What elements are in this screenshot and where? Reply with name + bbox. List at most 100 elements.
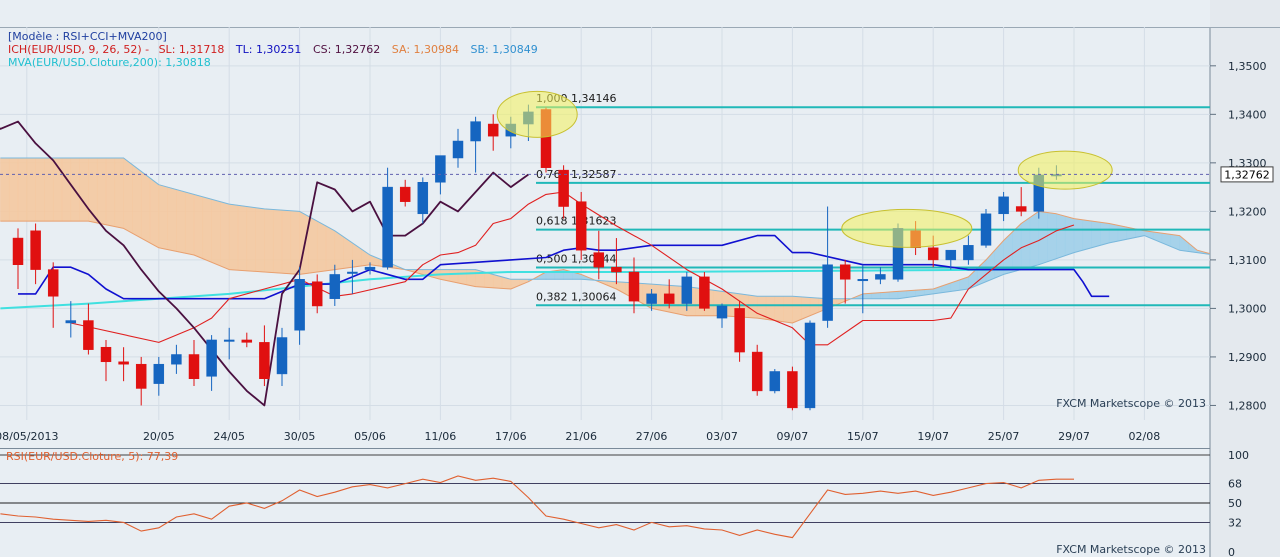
candle xyxy=(628,257,640,314)
rsi-axis-ticks: 100 68 50 32 0 xyxy=(1228,449,1249,557)
candle-body xyxy=(575,201,587,251)
candle-body xyxy=(452,140,464,159)
candle xyxy=(558,165,569,219)
mva-legend: MVA(EUR/USD.Cloture,200): 1,30818 xyxy=(8,56,211,69)
cloud-segment xyxy=(132,164,142,239)
highlight-ellipse xyxy=(841,208,973,248)
candle xyxy=(347,259,358,294)
candle xyxy=(276,327,288,387)
candle xyxy=(945,249,957,270)
ichimoku-name: ICH(EUR/USD, 9, 26, 52) - xyxy=(8,43,149,56)
candle xyxy=(188,339,200,387)
watermark-top: FXCM Marketscope © 2013 xyxy=(1056,397,1206,410)
cloud-segment xyxy=(17,157,28,222)
date-tick-label: 15/07 xyxy=(847,430,879,443)
candle-body xyxy=(998,196,1009,215)
cloud-segment xyxy=(316,220,327,273)
price-tick-label: 1,3200 xyxy=(1228,205,1267,218)
kijun-line xyxy=(18,234,1110,300)
candle-body xyxy=(646,293,657,304)
y-axis-background[interactable] xyxy=(1210,0,1280,557)
candle xyxy=(663,279,675,309)
candle-body xyxy=(611,266,622,273)
date-tick-label: 27/06 xyxy=(636,430,668,443)
candle-body xyxy=(364,266,376,270)
candle xyxy=(787,366,798,411)
cloud-segment xyxy=(167,186,177,252)
candle xyxy=(998,191,1009,222)
rsi-tick-label: 0 xyxy=(1228,546,1235,557)
cloud-segment xyxy=(255,207,265,273)
watermark-bottom: FXCM Marketscope © 2013 xyxy=(1056,543,1206,556)
cloud-segment xyxy=(774,295,784,323)
candle-body xyxy=(417,182,429,215)
date-tick-label: 30/05 xyxy=(284,430,316,443)
candle-body xyxy=(12,237,24,265)
candle-body xyxy=(787,371,798,409)
cloud-segment xyxy=(237,204,248,272)
candle xyxy=(47,262,59,328)
highlight-ellipse xyxy=(496,90,578,138)
price-tick-label: 1,3000 xyxy=(1228,302,1267,315)
candle-body xyxy=(839,264,851,280)
candle xyxy=(83,303,94,355)
candle-body xyxy=(171,354,182,365)
highlight-ellipses xyxy=(496,90,1113,248)
highlight-ellipse xyxy=(1017,150,1113,190)
candle xyxy=(171,344,182,374)
cloud-segment xyxy=(1108,223,1119,244)
date-tick-label: 29/07 xyxy=(1058,430,1090,443)
cloud-segment xyxy=(1047,212,1057,263)
fib-level-label: 0,500 1,30844 xyxy=(536,252,616,265)
candle xyxy=(487,114,499,151)
date-tick-label: 19/07 xyxy=(917,430,949,443)
candle xyxy=(259,325,270,387)
rsi-tick-label: 32 xyxy=(1228,516,1242,529)
candle xyxy=(769,369,781,394)
cloud-segment xyxy=(888,291,899,300)
price-axis-ticks: 1,35001,34001,33001,32001,31001,30001,29… xyxy=(1210,60,1267,412)
candle-body xyxy=(927,247,939,261)
price-tick-label: 1,2900 xyxy=(1228,351,1267,364)
candle-body xyxy=(699,276,710,309)
cloud-segment xyxy=(1064,215,1075,257)
current-price-value: 1,32762 xyxy=(1224,168,1270,181)
candle-body xyxy=(241,339,253,343)
cloud-segment xyxy=(1073,218,1084,254)
date-tick-label: 11/06 xyxy=(425,430,457,443)
candle xyxy=(100,339,112,382)
candle-body xyxy=(628,271,640,302)
candle xyxy=(135,356,147,406)
candle xyxy=(118,347,129,382)
cloud-segment xyxy=(202,196,212,263)
ichimoku-legend: ICH(EUR/USD, 9, 26, 52) - SL: 1,31718 TL… xyxy=(8,43,538,56)
candle-body xyxy=(681,276,693,304)
candle-body xyxy=(47,269,59,297)
cloud-segment xyxy=(1082,219,1092,251)
cloud-segment xyxy=(783,295,793,324)
cloud-segment xyxy=(35,157,45,222)
candle xyxy=(1015,187,1027,217)
candle-body xyxy=(980,213,992,246)
date-tick-label: 17/06 xyxy=(495,430,527,443)
candle xyxy=(65,301,77,338)
current-price-marker: 1,32762 xyxy=(0,166,1274,183)
candle xyxy=(12,228,24,289)
candle-body xyxy=(769,371,781,392)
date-tick-label: 21/06 xyxy=(565,430,597,443)
date-tick-label: 03/07 xyxy=(706,430,738,443)
candle-body xyxy=(734,308,745,353)
candle-body xyxy=(223,339,235,342)
cloud-segment xyxy=(114,157,124,229)
candle-body xyxy=(751,351,763,392)
candle-body xyxy=(487,123,499,137)
candle xyxy=(470,116,481,173)
price-tick-label: 1,2800 xyxy=(1228,399,1267,412)
candle-body xyxy=(399,186,411,202)
sa-value: SA: 1,30984 xyxy=(392,43,459,56)
x-axis-strip xyxy=(0,420,1210,448)
cloud-segment xyxy=(792,295,802,324)
rsi-tick-label: 50 xyxy=(1228,497,1242,510)
candle-body xyxy=(945,249,957,261)
indicator-legend: [Modèle : RSI+CCI+MVA200] ICH(EUR/USD, 9… xyxy=(8,30,538,69)
